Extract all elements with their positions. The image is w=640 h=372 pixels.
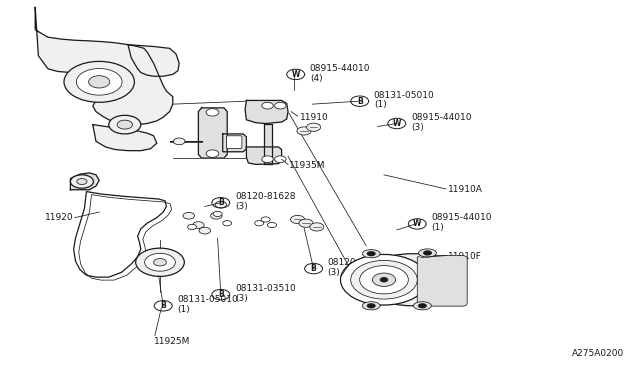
Text: B: B — [161, 301, 166, 310]
Circle shape — [136, 248, 184, 276]
Polygon shape — [35, 7, 173, 125]
Circle shape — [380, 278, 388, 282]
Ellipse shape — [419, 249, 436, 257]
Text: 08131-03510: 08131-03510 — [235, 284, 296, 293]
Text: 08915-44010: 08915-44010 — [411, 113, 472, 122]
Circle shape — [70, 175, 93, 188]
Circle shape — [117, 120, 132, 129]
Text: 11910: 11910 — [300, 113, 328, 122]
Circle shape — [418, 303, 427, 308]
Ellipse shape — [362, 302, 380, 310]
Polygon shape — [198, 108, 227, 158]
Text: 11920: 11920 — [45, 213, 74, 222]
Text: B: B — [357, 97, 362, 106]
Text: 08131-05010: 08131-05010 — [177, 295, 238, 304]
Circle shape — [255, 221, 264, 226]
Text: (3): (3) — [235, 294, 248, 303]
Circle shape — [299, 219, 313, 227]
Text: (1): (1) — [431, 223, 444, 232]
Text: 11935M: 11935M — [289, 161, 326, 170]
Circle shape — [340, 254, 428, 305]
Circle shape — [275, 102, 286, 109]
Ellipse shape — [360, 254, 466, 306]
Circle shape — [199, 227, 211, 234]
Polygon shape — [223, 134, 246, 152]
Circle shape — [145, 253, 175, 271]
Circle shape — [262, 156, 273, 163]
Circle shape — [423, 250, 432, 256]
Text: 11910F: 11910F — [448, 252, 482, 261]
Circle shape — [367, 303, 376, 308]
Circle shape — [268, 222, 276, 228]
Text: 11910B: 11910B — [342, 275, 377, 283]
Ellipse shape — [413, 302, 431, 310]
Circle shape — [213, 211, 222, 217]
Circle shape — [154, 259, 166, 266]
Circle shape — [360, 266, 408, 294]
Circle shape — [183, 212, 195, 219]
Circle shape — [206, 150, 219, 157]
Circle shape — [351, 260, 417, 299]
Circle shape — [215, 201, 227, 208]
Text: (3): (3) — [235, 202, 248, 211]
Circle shape — [188, 224, 196, 230]
Circle shape — [223, 221, 232, 226]
FancyBboxPatch shape — [227, 136, 242, 148]
Text: W: W — [291, 70, 300, 79]
Text: B: B — [311, 264, 316, 273]
Text: (3): (3) — [411, 123, 424, 132]
Polygon shape — [245, 100, 288, 124]
Circle shape — [275, 156, 286, 163]
Polygon shape — [70, 173, 99, 190]
Text: (3): (3) — [328, 268, 340, 277]
Circle shape — [173, 138, 185, 145]
Circle shape — [262, 102, 273, 109]
Polygon shape — [246, 147, 282, 164]
Circle shape — [307, 123, 321, 131]
Circle shape — [64, 61, 134, 102]
Circle shape — [291, 215, 305, 224]
Circle shape — [261, 217, 270, 222]
Text: 08131-05010: 08131-05010 — [374, 91, 435, 100]
Text: (1): (1) — [374, 100, 387, 109]
Text: 08915-44010: 08915-44010 — [431, 214, 492, 222]
Text: W: W — [413, 219, 422, 228]
Text: 11910A: 11910A — [448, 185, 483, 194]
Text: W: W — [392, 119, 401, 128]
Circle shape — [297, 127, 311, 135]
Text: B: B — [218, 290, 223, 299]
Polygon shape — [264, 124, 272, 164]
Text: B: B — [218, 198, 223, 207]
Text: 08915-44010: 08915-44010 — [310, 64, 371, 73]
Ellipse shape — [362, 250, 380, 258]
Circle shape — [76, 68, 122, 95]
Circle shape — [206, 109, 219, 116]
Circle shape — [372, 273, 396, 286]
Circle shape — [88, 76, 110, 88]
Circle shape — [193, 222, 204, 228]
Text: (4): (4) — [310, 74, 323, 83]
Polygon shape — [128, 45, 179, 76]
Circle shape — [77, 179, 87, 185]
Text: 08120-81628: 08120-81628 — [328, 258, 388, 267]
Circle shape — [367, 251, 376, 256]
Polygon shape — [93, 125, 157, 151]
FancyBboxPatch shape — [417, 256, 467, 306]
Circle shape — [211, 212, 222, 219]
Text: 11925M: 11925M — [154, 337, 190, 346]
Text: 08120-81628: 08120-81628 — [235, 192, 296, 201]
Text: (1): (1) — [177, 305, 190, 314]
Circle shape — [310, 223, 324, 231]
Text: A275A0200: A275A0200 — [572, 349, 624, 358]
Circle shape — [109, 115, 141, 134]
